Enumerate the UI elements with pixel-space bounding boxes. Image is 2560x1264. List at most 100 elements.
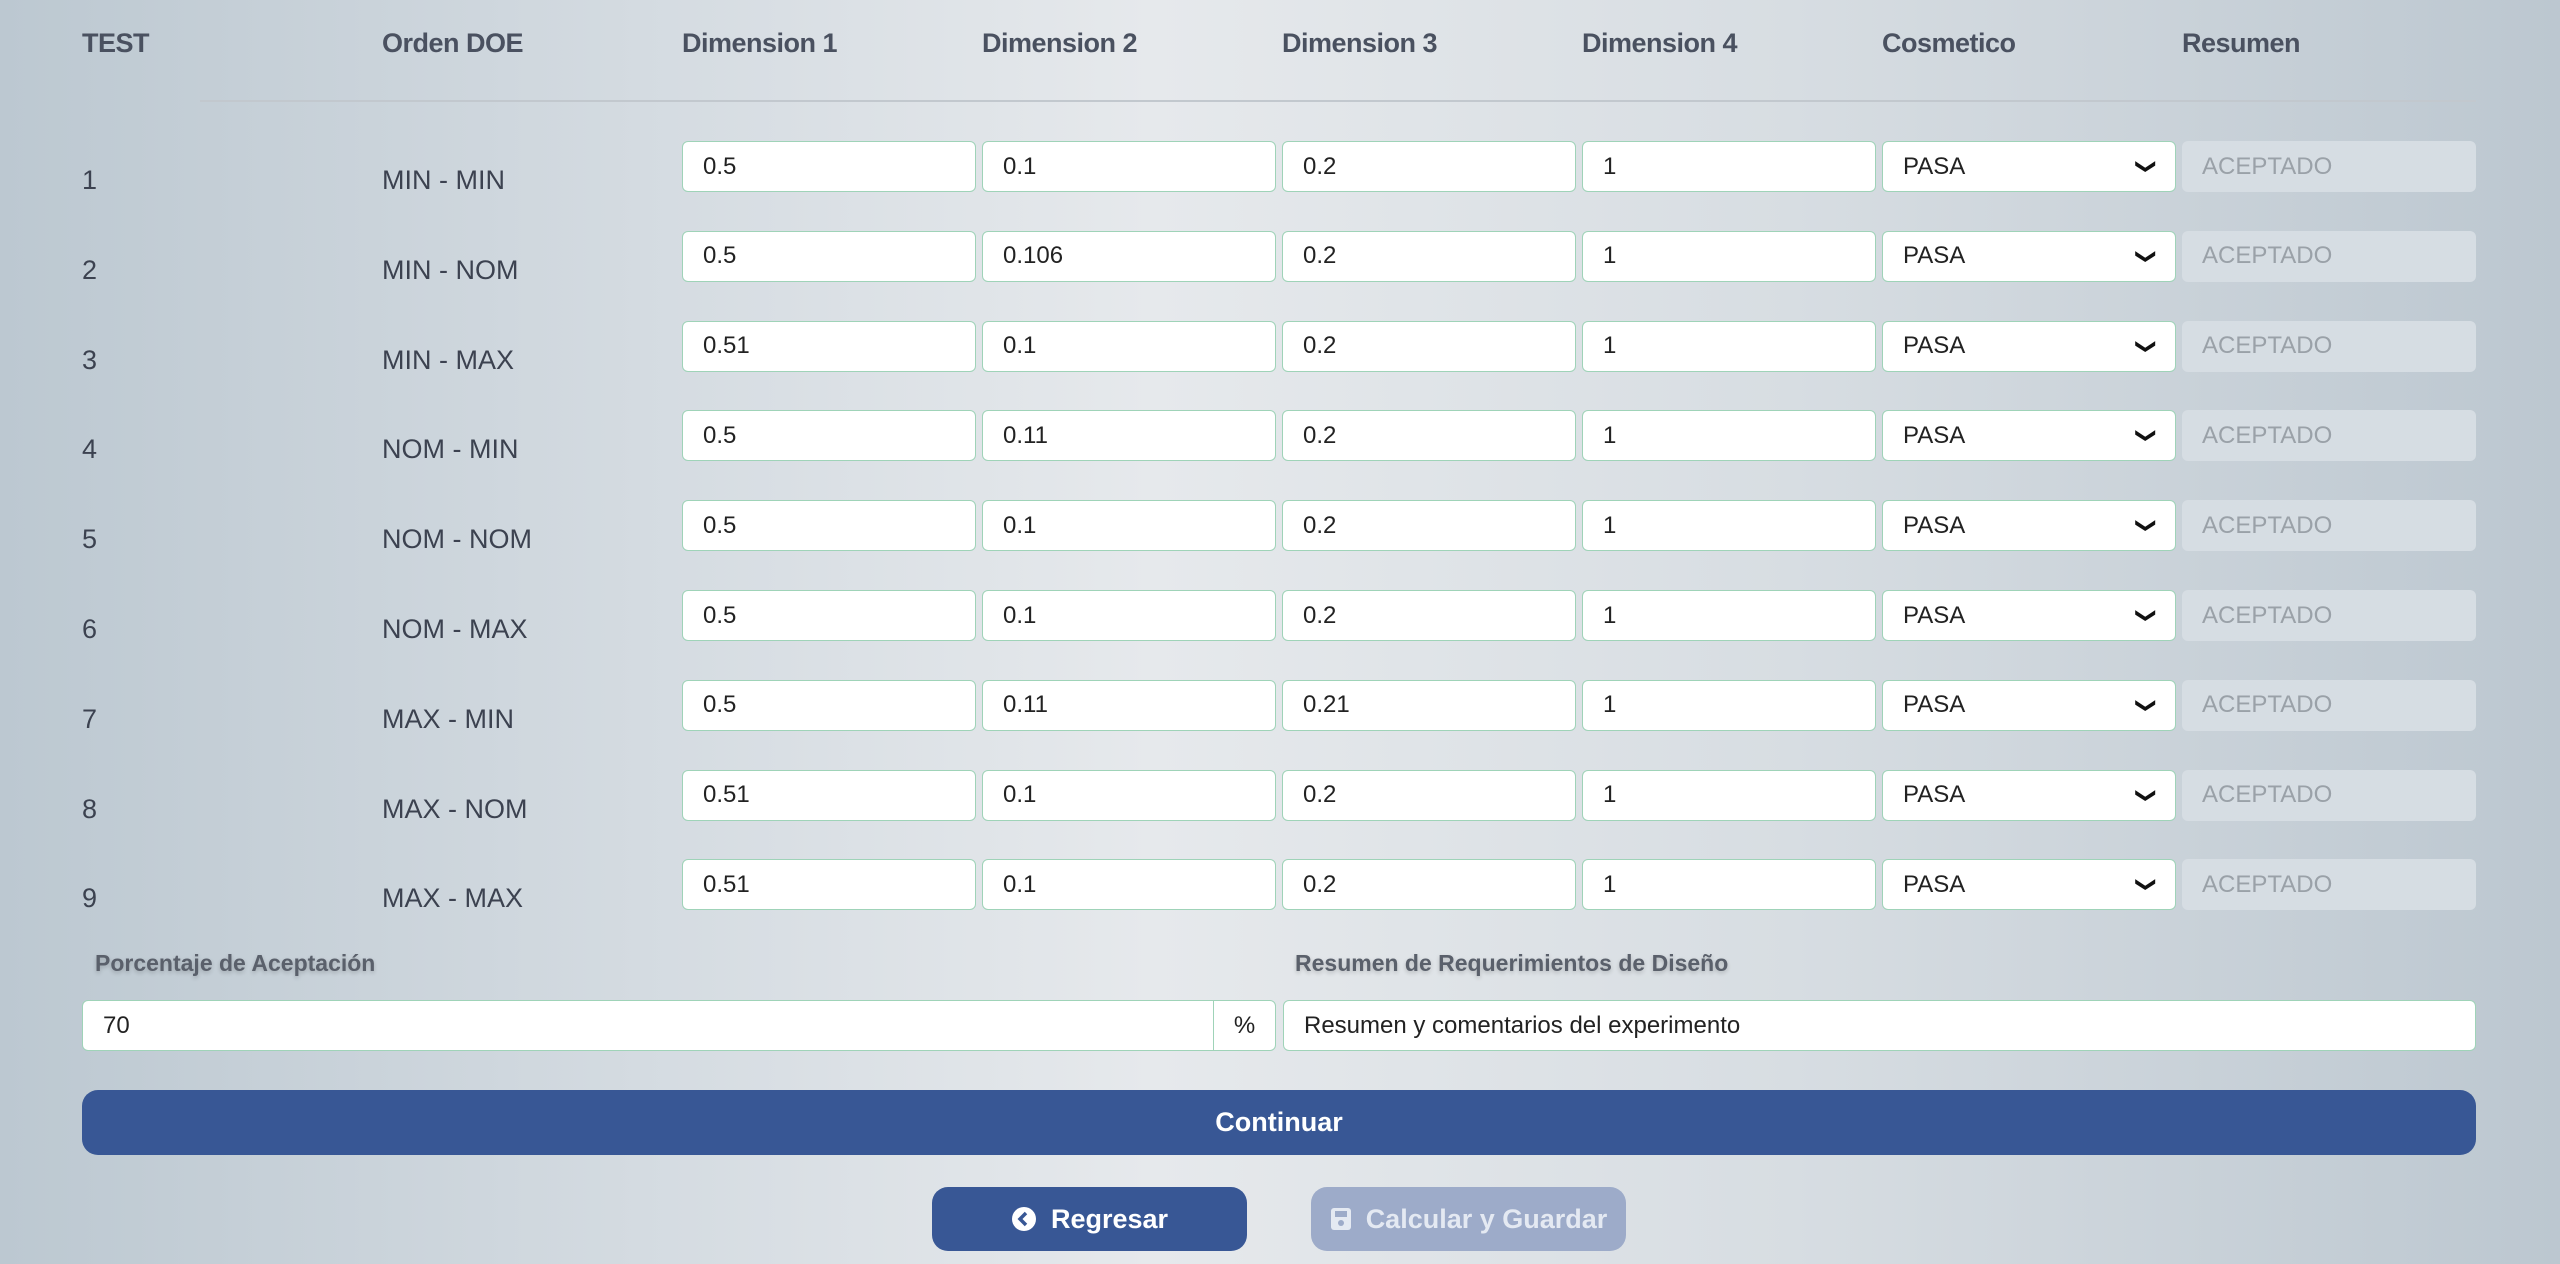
dimension-4-input[interactable]: 1 [1582, 410, 1876, 462]
chevron-down-icon: ❯ [2135, 158, 2158, 175]
resumen-field: ACEPTADO [2182, 320, 2476, 372]
dimension-1-input[interactable]: 0.5 [682, 141, 976, 192]
dimension-3-input[interactable]: 0.2 [1282, 410, 1576, 462]
calcular-label: Calcular y Guardar [1365, 1203, 1608, 1234]
floppy-disk-icon [1330, 1208, 1351, 1230]
dimension-4-input[interactable]: 1 [1582, 769, 1876, 821]
cosmetico-value: PASA [1903, 152, 1966, 180]
resumen-field: ACEPTADO [2182, 590, 2476, 641]
column-header: Cosmetico [1882, 28, 2016, 58]
dimension-3-input[interactable]: 0.2 [1282, 320, 1576, 372]
dimension-3-input[interactable]: 0.2 [1282, 769, 1576, 821]
column-header: TEST [82, 28, 150, 58]
dimension-3-input[interactable]: 0.21 [1282, 679, 1576, 731]
resumen-field: ACEPTADO [2182, 859, 2476, 911]
cosmetico-value: PASA [1903, 870, 1966, 898]
chevron-down-icon: ❯ [2135, 696, 2158, 714]
dimension-2-input[interactable]: 0.1 [982, 141, 1276, 192]
orden-doe: MAX - NOM [382, 793, 528, 824]
column-header: Dimension 3 [1282, 28, 1438, 58]
resumen-comentarios-input[interactable]: Resumen y comentarios del experimento [1283, 1000, 2476, 1051]
cosmetico-select[interactable]: PASA ❯ [1882, 410, 2176, 462]
test-number: 7 [82, 703, 98, 734]
dimension-3-input[interactable]: 0.2 [1282, 141, 1576, 192]
chevron-down-icon: ❯ [2135, 427, 2158, 445]
dimension-2-input[interactable]: 0.11 [982, 679, 1276, 731]
resumen-requerimientos-label: Resumen de Requerimientos de Diseño [1295, 950, 1729, 976]
dimension-1-input[interactable]: 0.5 [682, 590, 976, 641]
dimension-4-input[interactable]: 1 [1582, 500, 1876, 552]
test-number: 9 [82, 883, 98, 914]
cosmetico-select[interactable]: PASA ❯ [1882, 141, 2176, 192]
cosmetico-value: PASA [1903, 601, 1966, 629]
cosmetico-value: PASA [1903, 421, 1966, 449]
cosmetico-select[interactable]: PASA ❯ [1882, 230, 2176, 282]
test-number: 1 [82, 165, 98, 195]
cosmetico-select[interactable]: PASA ❯ [1882, 500, 2176, 552]
cosmetico-select[interactable]: PASA ❯ [1882, 859, 2176, 911]
dimension-2-input[interactable]: 0.1 [982, 769, 1276, 821]
dimension-2-input[interactable]: 0.1 [982, 500, 1276, 552]
chevron-down-icon: ❯ [2135, 337, 2158, 355]
column-header: Dimension 2 [982, 28, 1138, 58]
column-header: Dimension 4 [1582, 28, 1738, 58]
orden-doe: MIN - MAX [382, 344, 514, 375]
dimension-3-input[interactable]: 0.2 [1282, 230, 1576, 282]
dimension-4-input[interactable]: 1 [1582, 679, 1876, 731]
test-number: 5 [82, 524, 98, 555]
cosmetico-value: PASA [1903, 691, 1966, 719]
dimension-1-input[interactable]: 0.5 [682, 679, 976, 731]
dimension-2-input[interactable]: 0.1 [982, 320, 1276, 372]
dimension-1-input[interactable]: 0.51 [682, 859, 976, 911]
chevron-down-icon: ❯ [2135, 517, 2158, 535]
test-number: 8 [82, 793, 98, 824]
dimension-1-input[interactable]: 0.5 [682, 410, 976, 462]
continuar-label: Continuar [1215, 1107, 1343, 1137]
chevron-down-icon: ❯ [2135, 786, 2158, 804]
regresar-label: Regresar [1050, 1203, 1169, 1234]
cosmetico-select[interactable]: PASA ❯ [1882, 679, 2176, 731]
regresar-button[interactable]: Regresar [932, 1187, 1247, 1251]
dimension-3-input[interactable]: 0.2 [1282, 590, 1576, 641]
cosmetico-value: PASA [1903, 781, 1966, 809]
continuar-button[interactable]: Continuar [82, 1090, 2476, 1155]
dimension-4-input[interactable]: 1 [1582, 859, 1876, 911]
dimension-4-input[interactable]: 1 [1582, 590, 1876, 641]
dimension-2-input[interactable]: 0.1 [982, 859, 1276, 911]
cosmetico-select[interactable]: PASA ❯ [1882, 590, 2176, 641]
dimension-3-input[interactable]: 0.2 [1282, 859, 1576, 911]
porcentaje-input[interactable]: 70 [82, 1000, 1214, 1051]
cosmetico-value: PASA [1903, 332, 1966, 360]
orden-doe: NOM - NOM [382, 524, 532, 555]
dimension-1-input[interactable]: 0.5 [682, 500, 976, 552]
cosmetico-value: PASA [1903, 511, 1966, 539]
dimension-1-input[interactable]: 0.51 [682, 769, 976, 821]
orden-doe: NOM - MAX [382, 614, 528, 644]
dimension-4-input[interactable]: 1 [1582, 320, 1876, 372]
chevron-down-icon: ❯ [2135, 247, 2158, 265]
dimension-1-input[interactable]: 0.5 [682, 230, 976, 282]
dimension-2-input[interactable]: 0.11 [982, 410, 1276, 462]
dimension-1-input[interactable]: 0.51 [682, 320, 976, 372]
resumen-field: ACEPTADO [2182, 679, 2476, 731]
resumen-field: ACEPTADO [2182, 141, 2476, 192]
dimension-2-input[interactable]: 0.1 [982, 590, 1276, 641]
test-number: 2 [82, 254, 98, 285]
cosmetico-select[interactable]: PASA ❯ [1882, 769, 2176, 821]
resumen-field: ACEPTADO [2182, 769, 2476, 821]
cosmetico-select[interactable]: PASA ❯ [1882, 320, 2176, 372]
orden-doe: NOM - MIN [382, 434, 519, 465]
percent-addon: % [1213, 1000, 1276, 1051]
dimension-2-input[interactable]: 0.106 [982, 230, 1276, 282]
resumen-field: ACEPTADO [2182, 500, 2476, 552]
test-number: 6 [82, 614, 98, 644]
test-number: 4 [82, 434, 98, 465]
column-header: Dimension 1 [682, 28, 838, 58]
dimension-4-input[interactable]: 1 [1582, 230, 1876, 282]
column-header: Resumen [2182, 28, 2301, 58]
test-number: 3 [82, 344, 98, 375]
dimension-3-input[interactable]: 0.2 [1282, 500, 1576, 552]
cosmetico-value: PASA [1903, 242, 1966, 270]
calcular-guardar-button[interactable]: Calcular y Guardar [1311, 1187, 1626, 1251]
dimension-4-input[interactable]: 1 [1582, 141, 1876, 192]
